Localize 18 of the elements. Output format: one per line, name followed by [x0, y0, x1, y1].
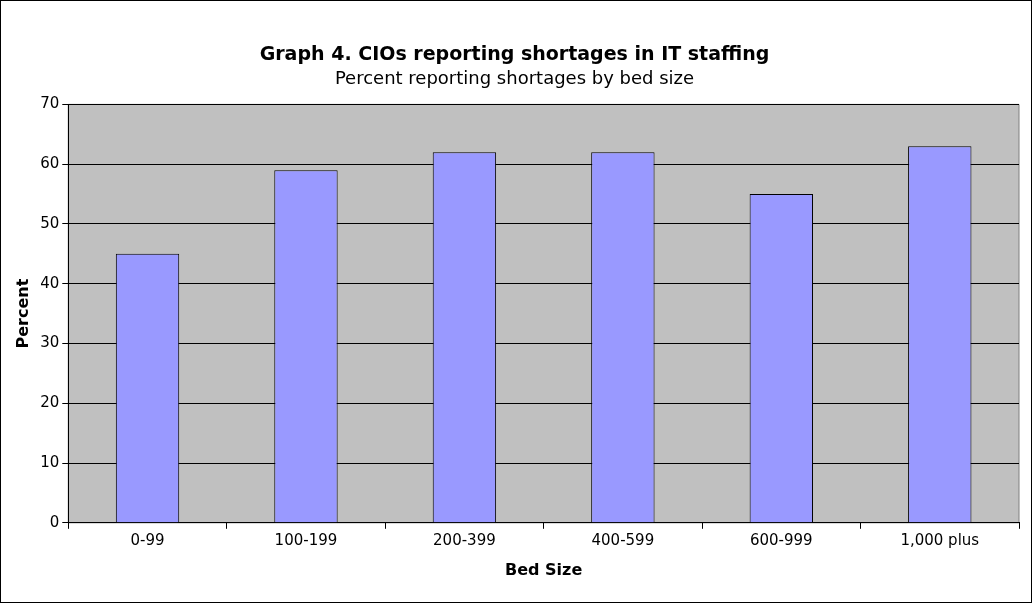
y-tick-label: 40	[40, 273, 60, 292]
y-tick-label: 70	[40, 94, 60, 113]
y-tick-label: 20	[40, 393, 60, 412]
chart-subtitle: Percent reporting shortages by bed size	[334, 67, 695, 89]
y-axis-title: Percent	[12, 278, 32, 349]
chart-title: Graph 4. CIOs reporting shortages in IT staffing	[259, 42, 770, 65]
x-tick-label: 1,000 plus	[900, 530, 980, 549]
y-tick-label: 0	[49, 512, 60, 531]
y-tick-label: 60	[40, 154, 60, 173]
x-axis-title: Bed Size	[505, 559, 583, 579]
y-tick-label: 30	[40, 333, 60, 352]
x-tick-label: 0-99	[130, 530, 165, 549]
x-tick-label: 400-599	[591, 530, 655, 549]
x-tick-label: 100-199	[274, 530, 338, 549]
y-tick-label: 50	[40, 213, 60, 232]
x-tick-label: 600-999	[749, 530, 813, 549]
x-tick-label: 200-399	[433, 530, 496, 549]
y-tick-label: 10	[40, 452, 60, 471]
